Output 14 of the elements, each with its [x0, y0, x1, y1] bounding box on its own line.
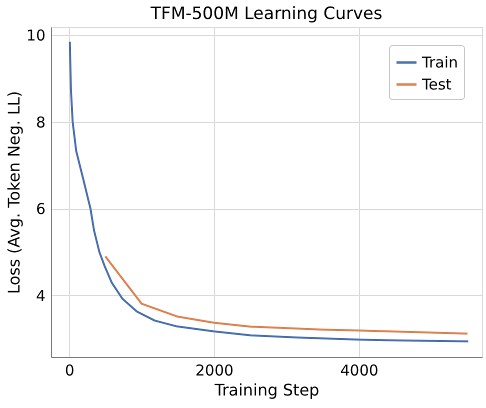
chart-title: TFM-500M Learning Curves — [150, 4, 382, 24]
y-tick-label: 8 — [36, 113, 46, 132]
x-tick-label: 2000 — [195, 362, 234, 380]
line-series — [104, 255, 469, 335]
y-tick-label: 10 — [26, 26, 46, 45]
x-tick-label: 4000 — [340, 362, 378, 380]
y-tick-label: 4 — [36, 286, 46, 305]
legend-label: Train — [421, 54, 458, 72]
y-axis-title: Loss (Avg. Token Neg. LL) — [4, 90, 24, 294]
x-tick-label: 0 — [64, 362, 74, 380]
y-tick-label: 6 — [36, 200, 46, 218]
line-series — [68, 40, 470, 342]
x-axis-title: Training Step — [214, 380, 320, 400]
legend-label: Test — [421, 76, 452, 94]
